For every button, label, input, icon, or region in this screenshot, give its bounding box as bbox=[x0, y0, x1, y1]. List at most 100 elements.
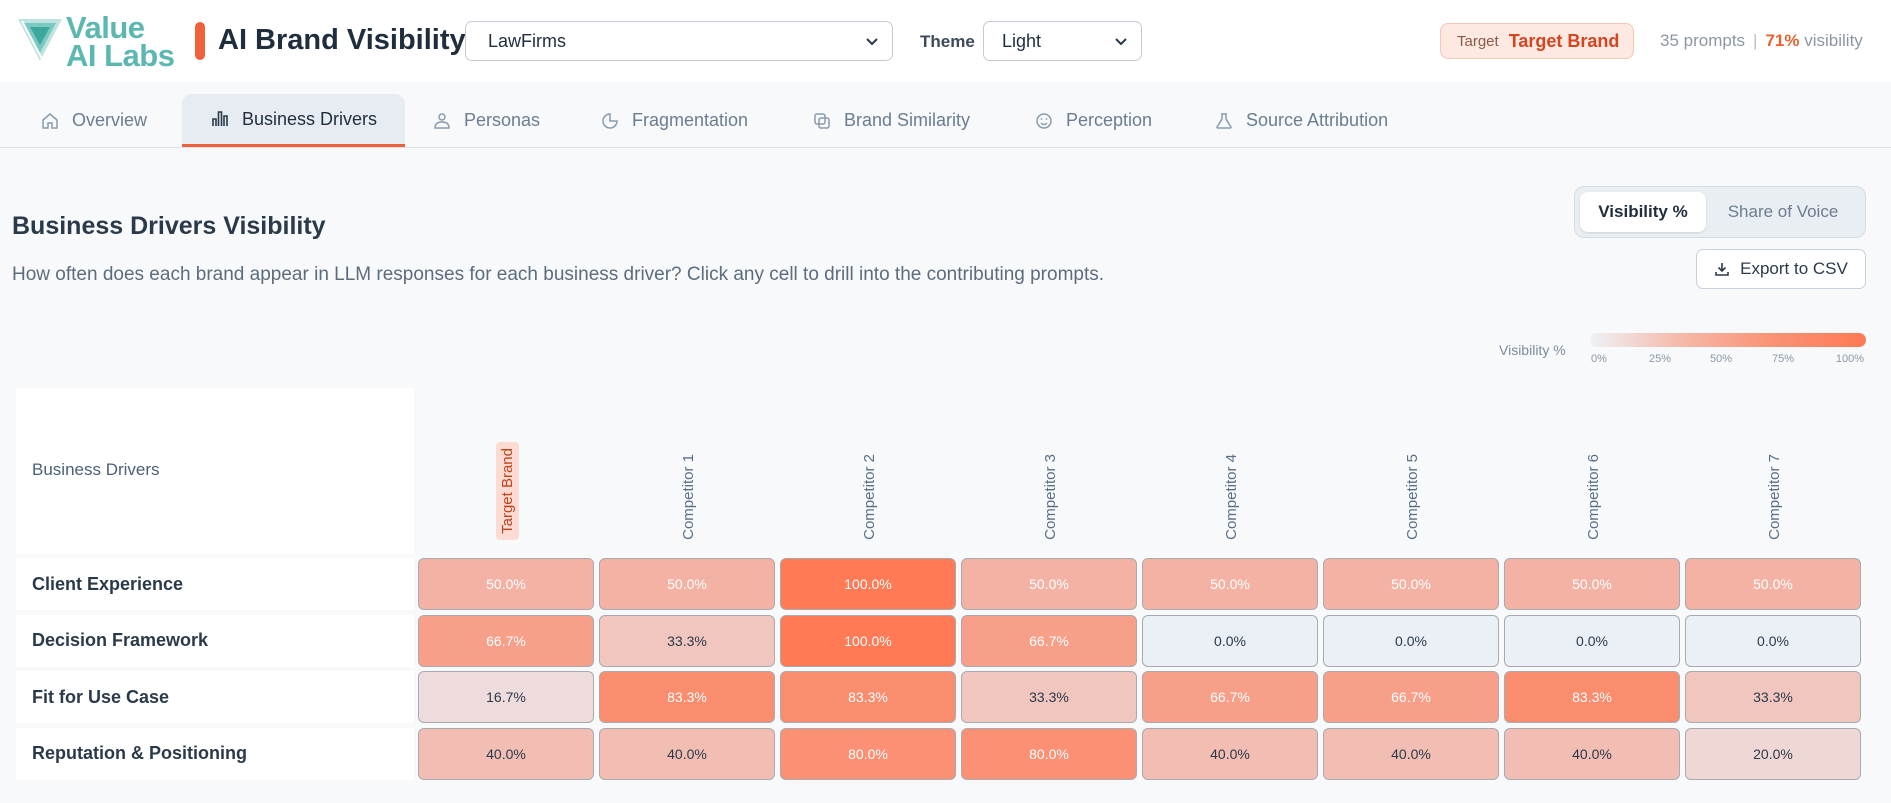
heatmap-cell[interactable]: 50.0% bbox=[1323, 558, 1499, 610]
column-header: Competitor 2 bbox=[780, 388, 958, 554]
column-header: Competitor 7 bbox=[1685, 388, 1863, 554]
visibility-percent: 71% bbox=[1765, 31, 1800, 50]
target-value: Target Brand bbox=[1508, 30, 1620, 51]
tab-brand-similarity[interactable]: Brand Similarity bbox=[812, 94, 970, 147]
column-header-label: Competitor 3 bbox=[1041, 454, 1059, 540]
tab-personas[interactable]: Personas bbox=[432, 94, 540, 147]
column-header-label: Competitor 7 bbox=[1765, 454, 1783, 540]
tab-perception[interactable]: Perception bbox=[1034, 94, 1152, 147]
heatmap-cell[interactable]: 80.0% bbox=[961, 727, 1137, 780]
client-select[interactable]: LawFirms bbox=[465, 21, 893, 61]
heatmap-cell[interactable]: 40.0% bbox=[599, 727, 775, 780]
table-corner-header: Business Drivers bbox=[16, 388, 414, 554]
heatmap-cell[interactable]: 33.3% bbox=[599, 614, 775, 667]
export-csv-button[interactable]: Export to CSV bbox=[1696, 249, 1866, 289]
legend-tick: 75% bbox=[1771, 353, 1795, 365]
theme-select[interactable]: Light bbox=[983, 21, 1142, 61]
theme-label: Theme bbox=[920, 32, 975, 51]
heatmap-cell[interactable]: 80.0% bbox=[780, 727, 956, 780]
heatmap-cell[interactable]: 40.0% bbox=[1504, 727, 1680, 780]
toggle-share-of-voice-button[interactable]: Share of Voice bbox=[1727, 202, 1839, 221]
metric-toggle: Visibility % Share of Voice bbox=[1574, 186, 1866, 238]
heatmap-cell[interactable]: 66.7% bbox=[961, 614, 1137, 667]
logo-line1: Value bbox=[66, 10, 145, 45]
tab-label: Personas bbox=[464, 110, 541, 130]
heatmap-cell[interactable]: 0.0% bbox=[1142, 614, 1318, 667]
column-header-label: Target Brand bbox=[495, 442, 519, 540]
heatmap-cell[interactable]: 66.7% bbox=[1323, 671, 1499, 723]
pie-chart-icon bbox=[602, 112, 618, 129]
tab-label: Brand Similarity bbox=[844, 110, 971, 130]
row-header-title: Business Drivers bbox=[32, 460, 160, 479]
heatmap-cell[interactable]: 50.0% bbox=[418, 558, 594, 610]
smile-icon bbox=[1036, 112, 1052, 129]
heatmap-cell[interactable]: 66.7% bbox=[1142, 671, 1318, 723]
column-header: Competitor 4 bbox=[1142, 388, 1320, 554]
heatmap-cell[interactable]: 40.0% bbox=[1323, 727, 1499, 780]
heatmap-cell[interactable]: 50.0% bbox=[1142, 558, 1318, 610]
column-header: Competitor 5 bbox=[1323, 388, 1501, 554]
column-header: Target Brand bbox=[418, 388, 596, 554]
heatmap-cell[interactable]: 66.7% bbox=[418, 614, 594, 667]
legend-tick: 50% bbox=[1709, 353, 1733, 365]
heatmap-cell[interactable]: 100.0% bbox=[780, 558, 956, 610]
export-label: Export to CSV bbox=[1740, 259, 1848, 278]
client-select-value: LawFirms bbox=[488, 30, 567, 51]
row-label: Fit for Use Case bbox=[16, 671, 414, 723]
heatmap-cell[interactable]: 50.0% bbox=[1685, 558, 1861, 610]
heatmap-cell[interactable]: 83.3% bbox=[780, 671, 956, 723]
heatmap-cell[interactable]: 20.0% bbox=[1685, 727, 1861, 780]
heatmap-cell[interactable]: 50.0% bbox=[961, 558, 1137, 610]
column-header-label: Competitor 6 bbox=[1584, 454, 1602, 540]
heatmap-cell[interactable]: 16.7% bbox=[418, 671, 594, 723]
toggle-visibility-button[interactable]: Visibility % bbox=[1580, 192, 1706, 232]
heatmap-cell[interactable]: 83.3% bbox=[1504, 671, 1680, 723]
heatmap-cell[interactable]: 33.3% bbox=[1685, 671, 1861, 723]
tab-label: Fragmentation bbox=[632, 110, 749, 130]
heatmap-cell[interactable]: 40.0% bbox=[418, 727, 594, 780]
column-header-label: Competitor 5 bbox=[1403, 454, 1421, 540]
heatmap-cell[interactable]: 50.0% bbox=[599, 558, 775, 610]
title-accent-bar bbox=[195, 22, 205, 60]
target-label: Target bbox=[1457, 32, 1499, 50]
home-icon bbox=[42, 112, 58, 129]
column-header-label: Competitor 2 bbox=[860, 454, 878, 540]
tab-fragmentation[interactable]: Fragmentation bbox=[600, 94, 748, 147]
tab-label: Perception bbox=[1066, 110, 1153, 130]
tab-bar: Overview Business Drivers Personas Fragm… bbox=[0, 94, 1891, 148]
logo-text: Value AI Labs bbox=[66, 10, 175, 71]
chevron-down-icon bbox=[866, 38, 878, 46]
heatmap-cell[interactable]: 50.0% bbox=[1504, 558, 1680, 610]
legend-gradient-bar bbox=[1590, 333, 1866, 347]
column-header: Competitor 3 bbox=[961, 388, 1139, 554]
heatmap-cell[interactable]: 0.0% bbox=[1685, 614, 1861, 667]
row-label: Client Experience bbox=[16, 558, 414, 610]
tab-business-drivers[interactable]: Business Drivers bbox=[182, 94, 406, 147]
column-header: Competitor 1 bbox=[599, 388, 777, 554]
heatmap-cell[interactable]: 100.0% bbox=[780, 614, 956, 667]
heatmap-cell[interactable]: 83.3% bbox=[599, 671, 775, 723]
logo[interactable]: Value AI Labs bbox=[16, 12, 191, 71]
tab-source-attribution[interactable]: Source Attribution bbox=[1214, 94, 1388, 147]
heatmap-cell[interactable]: 33.3% bbox=[961, 671, 1137, 723]
heatmap-cell[interactable]: 0.0% bbox=[1323, 614, 1499, 667]
theme-select-value: Light bbox=[1002, 30, 1042, 51]
legend-ticks: 0% 25% 50% 75% 100% bbox=[1590, 353, 1866, 367]
download-icon bbox=[1715, 263, 1729, 276]
tab-overview[interactable]: Overview bbox=[40, 94, 147, 147]
summary-stats: 35 prompts | 71% visibility bbox=[1660, 31, 1863, 51]
column-header-label: Competitor 4 bbox=[1222, 454, 1240, 540]
heatmap-cell[interactable]: 0.0% bbox=[1504, 614, 1680, 667]
legend-tick: 100% bbox=[1835, 353, 1865, 365]
target-brand-badge: Target Target Brand bbox=[1440, 23, 1634, 59]
heatmap-cell[interactable]: 40.0% bbox=[1142, 727, 1318, 780]
section-description: How often does each brand appear in LLM … bbox=[12, 264, 1105, 285]
legend-label: Visibility % bbox=[1499, 342, 1566, 358]
tab-label: Source Attribution bbox=[1246, 110, 1389, 130]
stats-separator: | bbox=[1753, 31, 1758, 50]
row-label: Decision Framework bbox=[16, 614, 414, 667]
copy-icon bbox=[814, 112, 830, 129]
app-title: AI Brand Visibility bbox=[218, 24, 466, 56]
column-header-label: Competitor 1 bbox=[679, 454, 697, 540]
tab-label: Overview bbox=[72, 110, 148, 130]
